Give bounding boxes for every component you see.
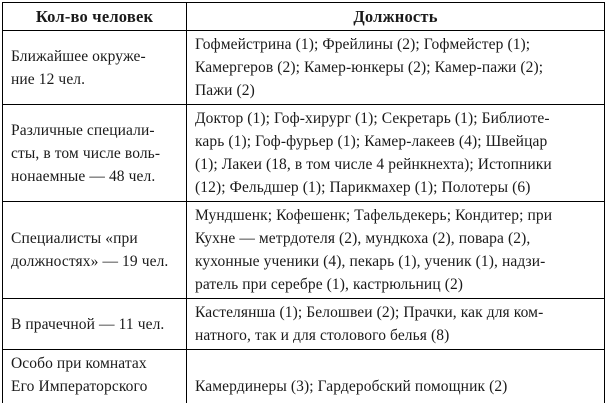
count-cell: Особо при комнатах Его Императорского Вы…	[2, 349, 187, 403]
table-row: В прачечной — 11 чел. Кастелянша (1); Бе…	[2, 298, 605, 350]
count-cell: Различные специали- сты, в том числе вол…	[2, 104, 187, 202]
positions-cell: Камердинеры (3); Гардеробский помощник (…	[186, 349, 605, 403]
count-cell: В прачечной — 11 чел.	[2, 298, 187, 350]
positions-cell: Кастелянша (1); Белошвеи (2); Прачки, ка…	[186, 298, 605, 350]
positions-cell: Доктор (1); Гоф-хирург (1); Секретарь (1…	[186, 104, 605, 202]
table-row: Специалисты «при должностях» — 19 чел. М…	[2, 201, 605, 299]
table-row: Различные специали- сты, в том числе вол…	[2, 104, 605, 202]
count-cell: Специалисты «при должностях» — 19 чел.	[2, 201, 187, 299]
positions-cell: Гофмейстрина (1); Фрейлины (2); Гофмейст…	[186, 30, 605, 105]
count-cell: Ближайшее окруже- ние 12 чел.	[2, 30, 187, 105]
header-count-column: Кол-во человек	[2, 2, 187, 31]
table-row: Ближайшее окруже- ние 12 чел. Гофмейстри…	[2, 30, 605, 105]
table-header-row: Кол-во человек Должность	[2, 2, 605, 31]
positions-cell: Мундшенк; Кофешенк; Тафельдекерь; Кондит…	[186, 201, 605, 299]
table-row: Особо при комнатах Его Императорского Вы…	[2, 349, 605, 403]
header-position-column: Должность	[186, 2, 605, 31]
